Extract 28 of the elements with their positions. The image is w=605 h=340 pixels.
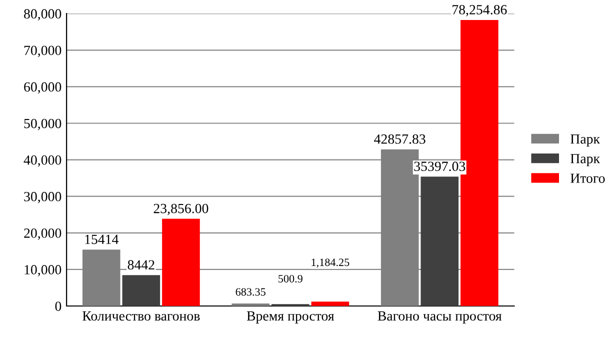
y-tick-label: 70,000 bbox=[24, 46, 62, 58]
bar bbox=[122, 275, 160, 306]
x-tick-label: Количество вагонов bbox=[82, 311, 200, 321]
data-label: 8442 bbox=[128, 260, 154, 270]
data-label: 1,184.25 bbox=[312, 258, 350, 268]
bar bbox=[311, 302, 350, 306]
bar bbox=[162, 218, 200, 306]
y-tick-label: 50,000 bbox=[24, 118, 62, 130]
bar bbox=[420, 176, 459, 306]
data-label: 500.9 bbox=[278, 274, 302, 283]
y-tick-label: 30,000 bbox=[24, 192, 62, 204]
legend-label: Итого bbox=[570, 174, 605, 183]
legend-label: Парк bbox=[570, 154, 600, 166]
data-label: 42857.83 bbox=[374, 134, 426, 144]
data-label: 35397.03 bbox=[414, 162, 466, 172]
data-label: 15414 bbox=[85, 234, 119, 244]
y-tick-label: 10,000 bbox=[24, 265, 62, 276]
data-label: 23,856.00 bbox=[154, 204, 208, 216]
data-label: 78,254.86 bbox=[452, 5, 507, 16]
data-label: 683.35 bbox=[236, 288, 266, 296]
legend-label: Парк bbox=[570, 134, 600, 147]
y-tick-label: 80,000 bbox=[24, 9, 62, 21]
y-tick-label: 60,000 bbox=[24, 82, 62, 94]
y-tick-label: 40,000 bbox=[24, 155, 62, 167]
y-tick-label: 20,000 bbox=[24, 228, 62, 240]
x-tick-label: Вагоно часы простоя bbox=[378, 311, 502, 324]
y-tick-label: 0 bbox=[55, 302, 62, 311]
x-tick-label: Время простоя bbox=[246, 311, 334, 324]
